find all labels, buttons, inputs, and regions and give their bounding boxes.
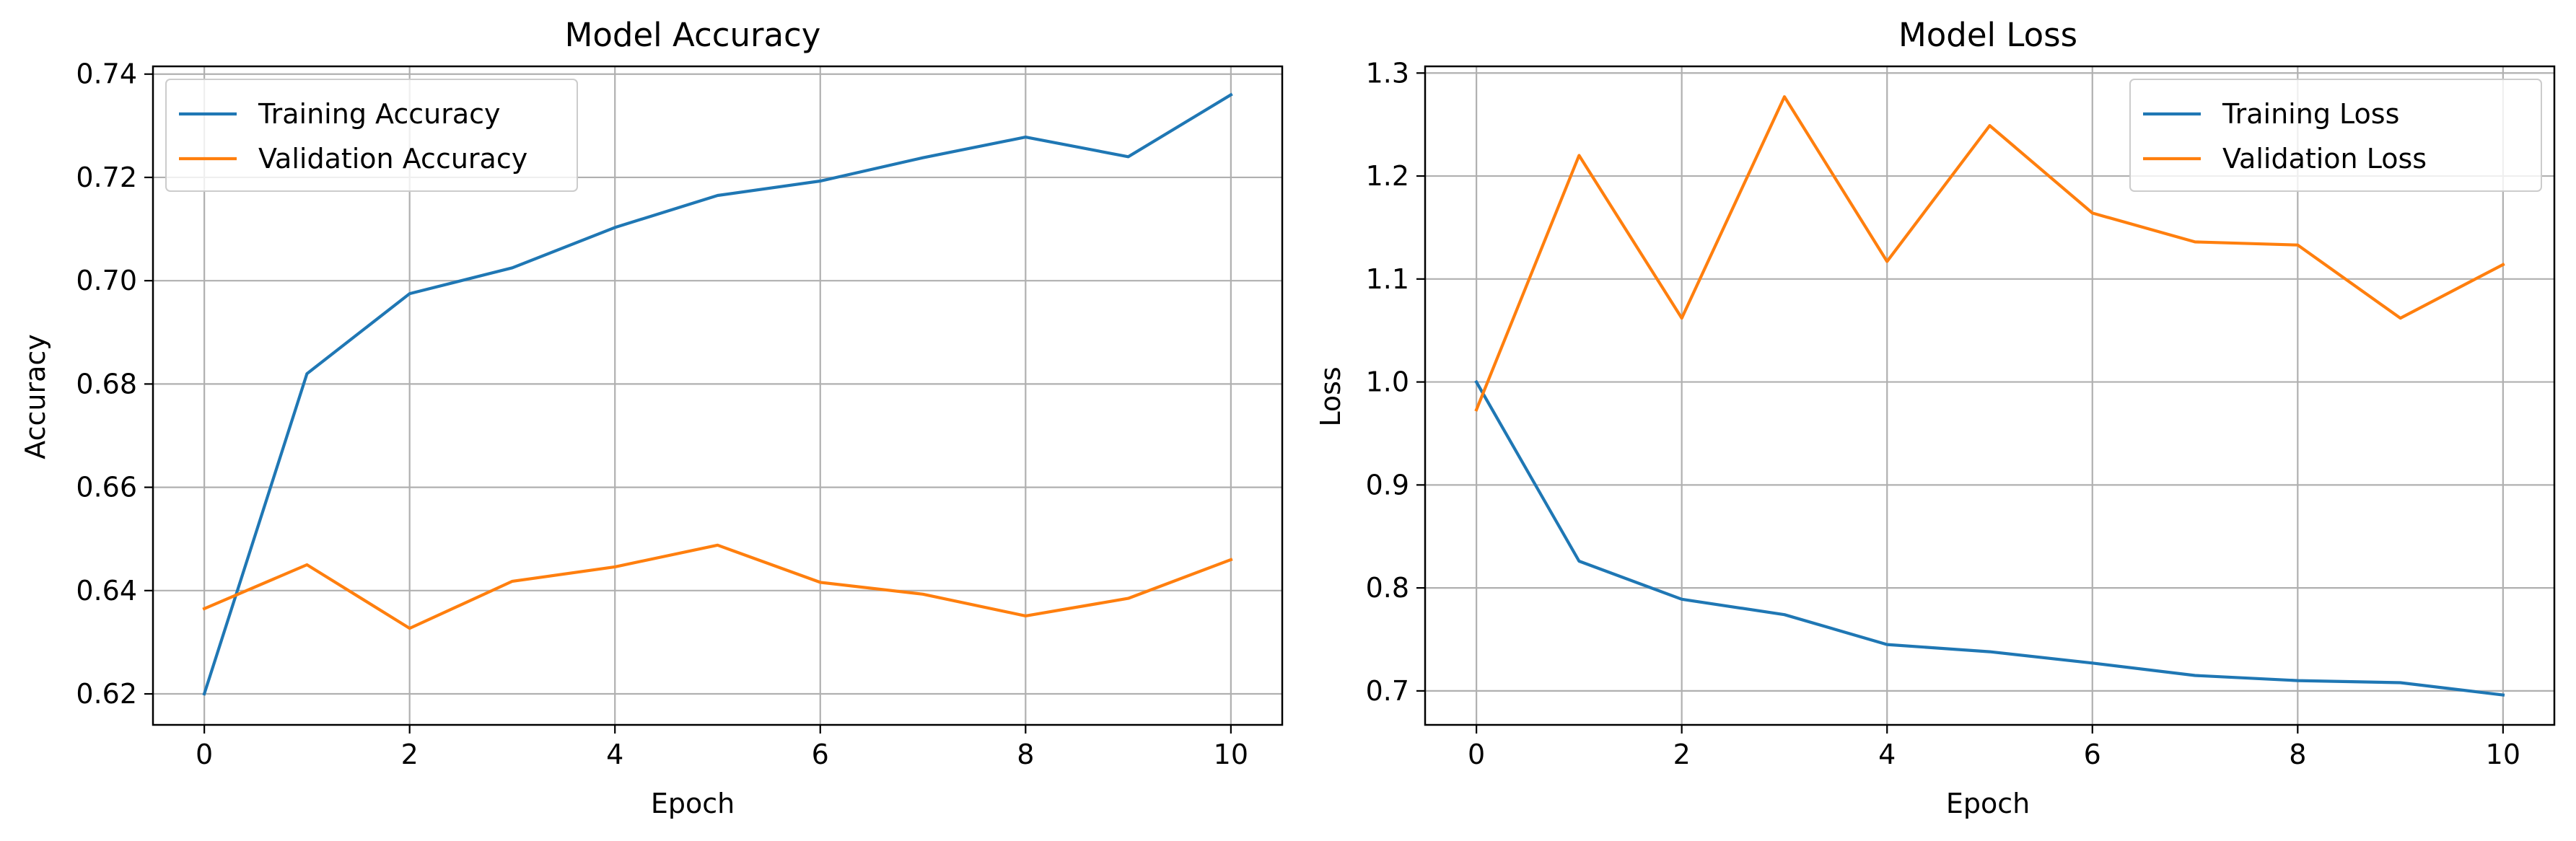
y-tick-label: 1.0 [1366,366,1409,398]
y-axis-label: Accuracy [19,334,51,459]
y-tick-label: 1.3 [1366,57,1409,89]
x-tick-label: 10 [2486,739,2520,770]
legend-label: Training Loss [2222,98,2399,130]
x-tick-label: 10 [1214,739,1248,770]
legend-label: Validation Accuracy [258,143,527,175]
accuracy-chart: Model Accuracy Epoch Accuracy 0 2 4 6 8 10 0.6… [19,16,1284,819]
x-axis-label: Epoch [651,788,735,819]
y-axis-label: Loss [1315,366,1346,426]
y-tick-label: 0.62 [76,678,137,710]
y-tick-label: 0.9 [1366,469,1409,501]
y-tick-label: 0.74 [76,58,137,90]
legend-label: Training Accuracy [258,98,501,130]
plot-frame [1424,65,2556,726]
x-tick-label: 6 [812,739,829,770]
legend: Training Accuracy Validation Accuracy [165,79,578,192]
y-tick-label: 0.8 [1366,572,1409,604]
x-axis-label: Epoch [1946,788,2030,819]
legend-label: Validation Loss [2222,143,2427,175]
y-tick-label: 1.1 [1366,263,1409,295]
x-tick-label: 8 [2289,739,2306,770]
x-tick-label: 4 [606,739,623,770]
series-line [1474,379,2505,697]
y-tick-label: 0.64 [76,575,137,607]
x-tick-label: 6 [2084,739,2101,770]
legend-box [165,79,578,192]
y-tick-label: 0.70 [76,265,137,296]
chart-title: Model Loss [1898,16,2077,54]
series-line [1474,95,2505,412]
y-tick-label: 0.66 [76,472,137,503]
chart-title: Model Accuracy [565,16,821,54]
series-line [202,543,1233,630]
y-tick-label: 0.68 [76,368,137,400]
x-tick-label: 0 [1468,739,1485,770]
x-tick-label: 2 [401,739,419,770]
y-tick-label: 1.2 [1366,160,1409,192]
grid [153,66,1282,725]
legend: Training Loss Validation Loss [2129,79,2542,192]
x-tick-label: 2 [1673,739,1691,770]
legend-box [2129,79,2542,192]
y-tick-label: 0.72 [76,162,137,193]
series-line [202,92,1233,696]
plot-frame [152,65,1284,726]
x-tick-label: 8 [1017,739,1034,770]
x-tick-label: 0 [196,739,213,770]
x-tick-label: 4 [1878,739,1896,770]
y-tick-label: 0.7 [1366,675,1409,707]
loss-chart: Model Loss Epoch Loss 0 2 4 6 8 10 0.7 0.8 0.9 1.… [1315,16,2556,819]
